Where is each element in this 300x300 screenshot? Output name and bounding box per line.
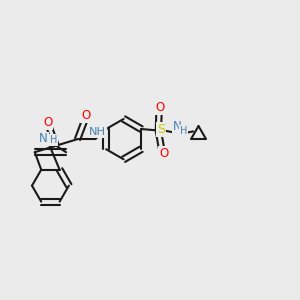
Text: O: O [81,110,91,122]
Text: N: N [39,133,48,146]
Text: O: O [159,147,168,160]
Text: H: H [50,135,57,145]
Text: O: O [43,116,52,129]
Text: O: O [155,101,164,114]
Text: H: H [180,126,187,136]
Text: N: N [173,120,182,133]
Text: NH: NH [89,127,106,137]
Text: S: S [157,123,165,136]
